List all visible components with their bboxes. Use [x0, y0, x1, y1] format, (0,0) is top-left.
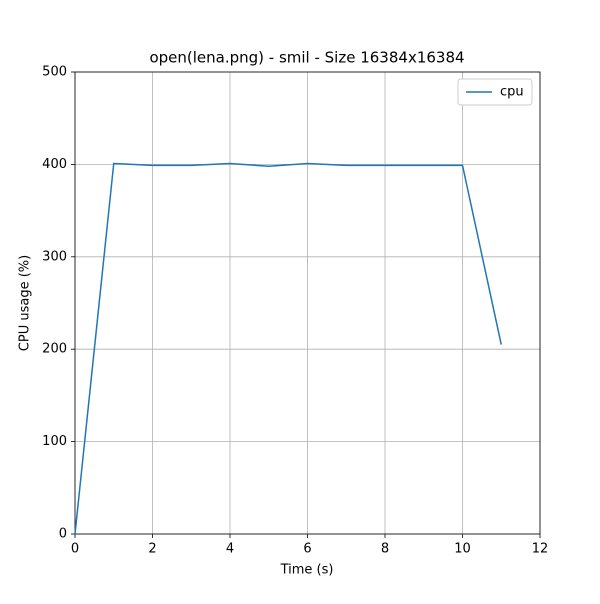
line-series [74, 162, 502, 535]
legend-box [457, 78, 533, 106]
x-tick-label: 10 [454, 542, 471, 557]
y-tick-label: 400 [42, 157, 67, 172]
x-tick-label: 2 [148, 542, 156, 557]
y-tick-label: 100 [42, 434, 67, 449]
y-tick-label: 0 [59, 527, 67, 542]
chart-title: open(lena.png) - smil - Size 16384x16384 [149, 49, 464, 67]
legend-label: cpu [500, 85, 524, 100]
y-axis-label: CPU usage (%) [18, 255, 33, 351]
y-tick-label: 500 [42, 65, 67, 80]
x-axis-label: Time (s) [280, 563, 334, 578]
x-tick-label: 12 [532, 542, 549, 557]
x-tick-label: 8 [381, 542, 389, 557]
plot-frame [74, 71, 541, 535]
y-tick-label: 200 [42, 342, 67, 357]
x-tick-label: 0 [71, 542, 79, 557]
x-tick-label: 4 [226, 542, 234, 557]
y-tick-label: 300 [42, 249, 67, 264]
x-tick-label: 6 [303, 542, 311, 557]
